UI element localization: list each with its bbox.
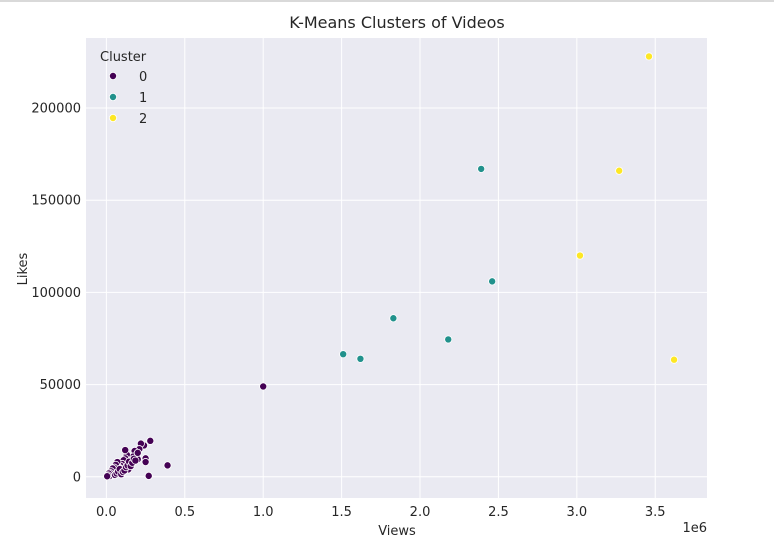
y-tick-labels: 0 50000 100000 150000 200000	[31, 102, 81, 486]
x-tick-label: 2.0	[410, 505, 431, 520]
x-tick-label: 0.0	[96, 505, 117, 520]
plot-area	[86, 38, 707, 498]
chart-title: K-Means Clusters of Videos	[289, 13, 504, 32]
legend-marker-0	[109, 72, 118, 81]
scatter-point-cluster-1	[389, 314, 398, 323]
scatter-point-cluster-1	[339, 350, 348, 359]
legend-marker-2	[109, 114, 118, 123]
x-tick-label: 0.5	[174, 505, 195, 520]
scatter-point-cluster-1	[477, 164, 486, 173]
y-tick-label: 150000	[31, 194, 81, 209]
y-tick-label: 100000	[31, 286, 81, 301]
y-tick-label: 200000	[31, 102, 81, 117]
top-divider	[0, 0, 774, 2]
x-tick-label: 3.5	[645, 505, 666, 520]
legend: Cluster 0 1 2	[100, 50, 147, 127]
scatter-point-cluster-0	[163, 461, 172, 470]
legend-title: Cluster	[100, 50, 147, 65]
scatter-point-cluster-0	[259, 382, 268, 391]
legend-label-1: 1	[139, 91, 147, 106]
legend-label-0: 0	[139, 70, 147, 85]
x-offset-label: 1e6	[682, 521, 707, 536]
x-tick-label: 1.5	[331, 505, 352, 520]
scatter-point-cluster-0	[144, 471, 153, 480]
scatter-point-cluster-2	[575, 251, 584, 260]
scatter-point-cluster-1	[488, 277, 497, 286]
legend-marker-1	[109, 93, 118, 102]
data-points	[103, 52, 679, 481]
y-axis-label: Likes	[16, 252, 31, 285]
x-tick-label: 3.0	[566, 505, 587, 520]
scatter-point-cluster-2	[670, 355, 679, 364]
legend-label-2: 2	[139, 112, 147, 127]
scatter-point-cluster-0	[146, 436, 155, 445]
grid-lines	[86, 38, 707, 498]
scatter-point-cluster-1	[444, 335, 453, 344]
x-axis-label: Views	[378, 524, 416, 539]
scatter-point-cluster-0	[121, 446, 130, 455]
scatter-point-cluster-0	[103, 472, 112, 481]
scatter-point-cluster-0	[141, 458, 150, 467]
scatter-point-cluster-2	[644, 52, 653, 61]
x-tick-label: 1.0	[253, 505, 274, 520]
scatter-point-cluster-1	[356, 354, 365, 363]
x-tick-labels: 0.0 0.5 1.0 1.5 2.0 2.5 3.0 3.5	[96, 505, 666, 520]
scatter-point-cluster-0	[133, 448, 142, 457]
x-tick-label: 2.5	[488, 505, 509, 520]
y-tick-label: 0	[73, 470, 81, 485]
scatter-point-cluster-2	[615, 166, 624, 175]
scatter-point-cluster-0	[131, 456, 140, 465]
y-tick-label: 50000	[40, 378, 81, 393]
